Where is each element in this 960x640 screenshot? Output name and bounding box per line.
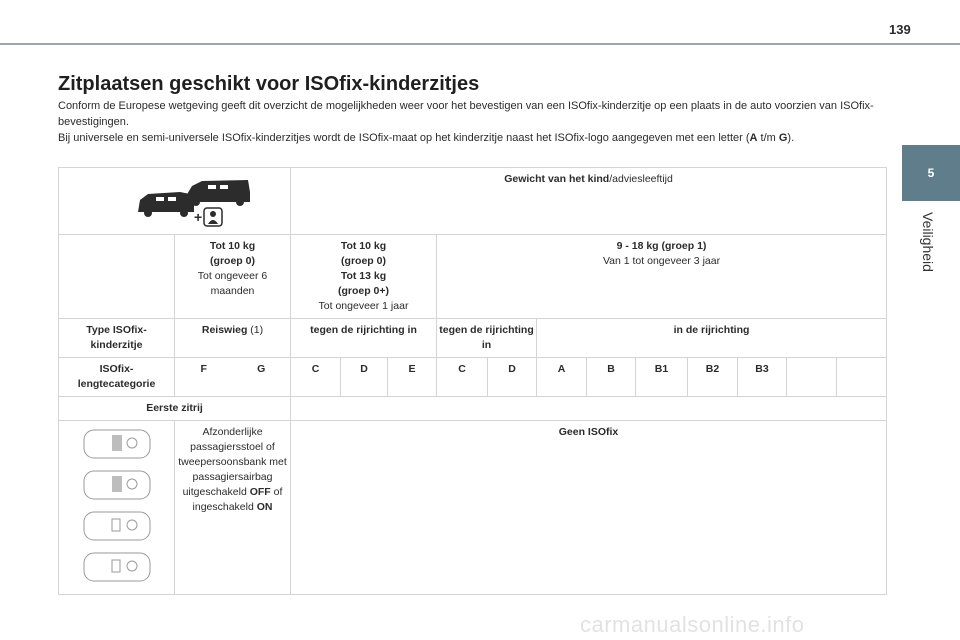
- age-line: Van 1 tot ongeveer 3 jaar: [602, 255, 721, 267]
- size-cell: B2: [687, 357, 738, 397]
- size-cell: G: [257, 363, 266, 375]
- car-seat-diagram-icon: [83, 511, 150, 541]
- type-rearward-cell-2: tegen de rijrichting in: [436, 318, 537, 358]
- isofix-table: + Gewicht van het kind/adviesleeftijd To…: [58, 167, 888, 595]
- weight-line: 9 - 18 kg (groep 1): [616, 240, 707, 252]
- size-cell: A: [536, 357, 587, 397]
- size-cell: F: [200, 363, 207, 375]
- van-illustration: +: [61, 172, 288, 228]
- size-cell: D: [487, 357, 537, 397]
- weight-group-0plus: Tot 10 kg (groep 0) Tot 13 kg (groep 0+)…: [290, 234, 437, 319]
- empty-cell: [835, 357, 888, 397]
- airbag-on: ON: [256, 501, 273, 513]
- size-cell: B1: [635, 357, 688, 397]
- intro-text-part: t/m: [757, 132, 779, 144]
- weight-line: (groep 0+): [337, 285, 390, 297]
- size-cell: B: [586, 357, 636, 397]
- page-number: 139: [889, 22, 911, 37]
- table-row: Tot 10 kg (groep 0) Tot ongeveer 6 maand…: [58, 234, 888, 319]
- svg-text:+: +: [194, 209, 202, 225]
- size-cell: E: [387, 357, 437, 397]
- seat-diagrams: [61, 425, 172, 584]
- table-row: Type ISOfix-kinderzitje Reiswieg (1) teg…: [58, 318, 888, 358]
- chapter-tab[interactable]: 5: [902, 145, 960, 201]
- type-reiswieg: Reiswieg: [201, 324, 248, 336]
- size-cell: C: [436, 357, 488, 397]
- weight-line: (groep 0): [210, 255, 255, 267]
- size-cell: C: [290, 357, 341, 397]
- empty-cell: [289, 396, 888, 421]
- row-label-cell: Eerste zitrij: [58, 396, 291, 421]
- size-cell: D: [340, 357, 388, 397]
- weight-line: Tot 13 kg: [340, 270, 387, 282]
- intro-text-part: Bij universele en semi-universele ISOfix…: [58, 132, 750, 144]
- weight-header-rest: /adviesleeftijd: [609, 173, 673, 185]
- weight-line: Tot 10 kg: [340, 240, 387, 252]
- weight-header-bold: Gewicht van het kind: [504, 173, 610, 185]
- result-cell: Geen ISOfix: [289, 420, 888, 595]
- weight-group-1: 9 - 18 kg (groep 1) Van 1 tot ongeveer 3…: [435, 234, 888, 319]
- size-letter-g: G: [778, 132, 788, 144]
- intro-text-part: ).: [787, 132, 795, 144]
- type-rearward-cell: tegen de rijrichting in: [290, 318, 437, 358]
- page-title: Zitplaatsen geschikt voor ISOfix-kinderz…: [58, 73, 480, 95]
- intro-text: Conform de Europese wetgeving geeft dit …: [58, 98, 888, 146]
- seat-description: Afzonderlijke passagiersstoel of tweeper…: [178, 426, 287, 498]
- car-seat-diagram-icon: [83, 470, 150, 500]
- weight-group-0: Tot 10 kg (groep 0) Tot ongeveer 6 maand…: [174, 234, 291, 319]
- size-label-cell: ISOfix-lengtecategorie: [58, 357, 175, 397]
- weight-line: (groep 0): [341, 255, 386, 267]
- empty-cell: [786, 357, 837, 397]
- seat-description-cell: Afzonderlijke passagiersstoel of tweeper…: [174, 420, 291, 595]
- car-seat-diagram-icon: [83, 552, 150, 582]
- seat-diagram-cell: [58, 420, 175, 595]
- chapter-label: Veiligheid: [920, 212, 936, 272]
- chapter-number: 5: [927, 166, 935, 180]
- type-reiswieg-cell: Reiswieg (1): [174, 318, 291, 358]
- size-cell: B3: [737, 357, 787, 397]
- vehicle-cell: +: [58, 167, 291, 235]
- header-rule: [0, 43, 960, 45]
- intro-paragraph-1: Conform de Europese wetgeving geeft dit …: [58, 100, 874, 128]
- car-seat-diagram-icon: [83, 429, 150, 459]
- table-row: + Gewicht van het kind/adviesleeftijd: [58, 167, 888, 235]
- seat-description: of ingeschakeld: [192, 486, 283, 513]
- age-line: Tot ongeveer 6 maanden: [197, 270, 268, 297]
- van-icon: +: [137, 180, 250, 227]
- table-row: Afzonderlijke passagiersstoel of tweeper…: [58, 420, 888, 595]
- empty-cell: [58, 234, 175, 319]
- type-forward-cell: in de rijrichting: [535, 318, 888, 358]
- weight-line: Tot 10 kg: [209, 240, 256, 252]
- airbag-off: OFF: [249, 486, 271, 498]
- type-note: (1): [247, 324, 264, 336]
- age-line: Tot ongeveer 1 jaar: [318, 300, 409, 312]
- size-letter-a: A: [749, 132, 758, 144]
- weight-header-cell: Gewicht van het kind/adviesleeftijd: [289, 167, 888, 235]
- type-label-cell: Type ISOfix-kinderzitje: [58, 318, 175, 358]
- intro-paragraph-2: Bij universele en semi-universele ISOfix…: [58, 130, 888, 146]
- watermark: carmanualsonline.info: [580, 612, 805, 637]
- table-row: Eerste zitrij: [58, 396, 888, 421]
